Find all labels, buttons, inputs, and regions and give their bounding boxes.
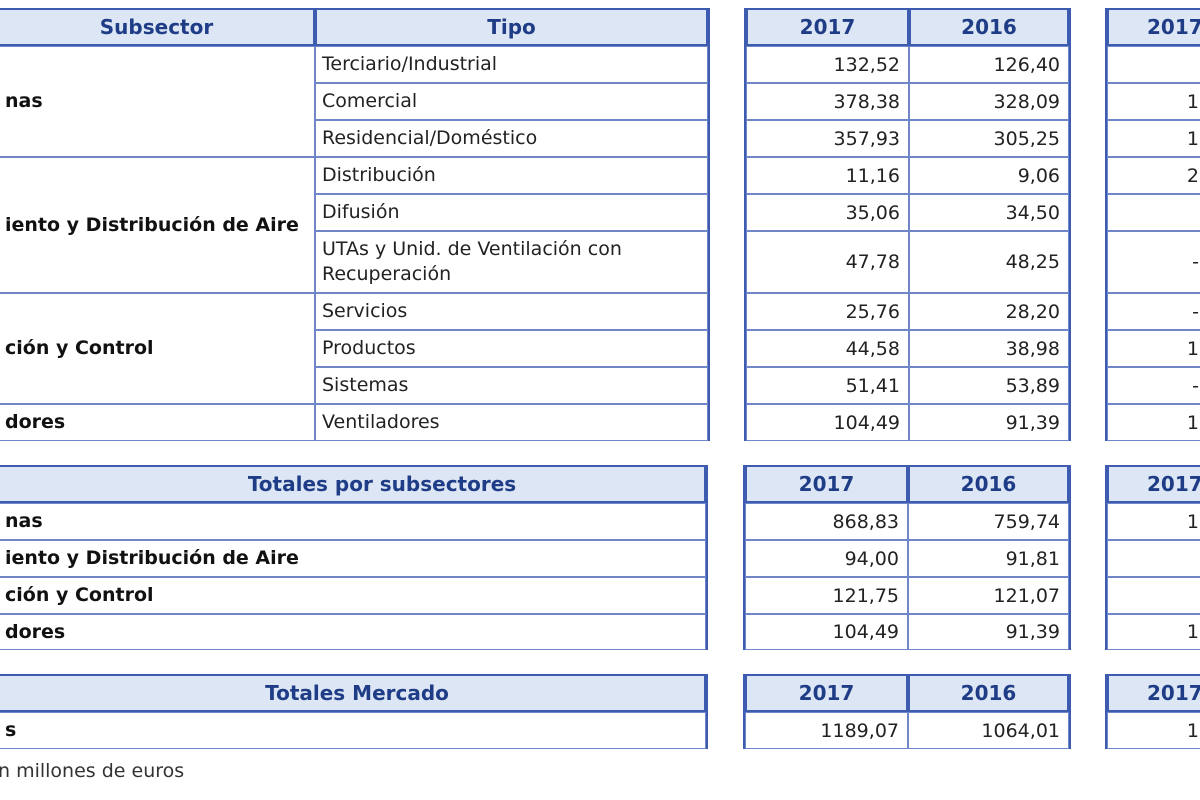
- tipo-cell: Comercial: [315, 83, 708, 120]
- value-2017: 1189,07: [745, 712, 908, 749]
- value-2017: 51,41: [746, 367, 909, 404]
- value-2016: 28,20: [909, 293, 1069, 330]
- value-ratio: 1: [1107, 120, 1200, 157]
- tipo-cell: UTAs y Unid. de Ventilación con Recupera…: [315, 231, 708, 293]
- subtotal-label: nas: [0, 503, 706, 540]
- value-ratio: 1: [1107, 503, 1200, 540]
- header-subsector: Subsector: [0, 8, 315, 46]
- column-spacer: [708, 8, 746, 441]
- header-2017: 2017: [745, 674, 908, 712]
- value-2016: 759,74: [908, 503, 1069, 540]
- subsector-label: dores: [0, 404, 315, 441]
- subsector-label: ción y Control: [0, 293, 315, 404]
- tipo-cell: Servicios: [315, 293, 708, 330]
- market-total-label: s: [0, 712, 706, 749]
- column-spacer: [1069, 465, 1107, 650]
- value-2016: 34,50: [909, 194, 1069, 231]
- value-2016: 328,09: [909, 83, 1069, 120]
- value-2017: 104,49: [745, 614, 908, 650]
- header-2016: 2016: [908, 465, 1069, 503]
- value-2016: 1064,01: [908, 712, 1069, 749]
- value-2017: 121,75: [745, 577, 908, 614]
- value-2017: 94,00: [745, 540, 908, 577]
- value-2016: 91,39: [909, 404, 1069, 441]
- value-ratio: [1107, 540, 1200, 577]
- header-2016: 2016: [909, 8, 1069, 46]
- value-2017: 11,16: [746, 157, 909, 194]
- value-2016: 48,25: [909, 231, 1069, 293]
- tipo-cell: Terciario/Industrial: [315, 46, 708, 83]
- value-ratio: 1: [1107, 614, 1200, 650]
- header-2016: 2016: [908, 674, 1069, 712]
- header-ratio: 2017/: [1107, 465, 1200, 503]
- tipo-cell: Difusión: [315, 194, 708, 231]
- header-tipo: Tipo: [315, 8, 708, 46]
- value-ratio: [1107, 194, 1200, 231]
- tipo-cell: Productos: [315, 330, 708, 367]
- value-ratio: 1: [1107, 330, 1200, 367]
- value-2016: 305,25: [909, 120, 1069, 157]
- value-ratio: -: [1107, 367, 1200, 404]
- subtotal-label: dores: [0, 614, 706, 650]
- value-ratio: 1: [1107, 83, 1200, 120]
- tipo-cell: Sistemas: [315, 367, 708, 404]
- column-spacer: [1069, 674, 1107, 749]
- value-ratio: -: [1107, 293, 1200, 330]
- value-2017: 25,76: [746, 293, 909, 330]
- value-2016: 53,89: [909, 367, 1069, 404]
- column-spacer: [706, 674, 745, 749]
- tipo-cell: Residencial/Doméstico: [315, 120, 708, 157]
- value-ratio: [1107, 577, 1200, 614]
- value-2016: 121,07: [908, 577, 1069, 614]
- units-note: n millones de euros: [0, 760, 185, 782]
- value-2017: 378,38: [746, 83, 909, 120]
- value-ratio: 1: [1107, 404, 1200, 441]
- subsector-label: nas: [0, 46, 315, 157]
- value-2016: 38,98: [909, 330, 1069, 367]
- value-2017: 868,83: [745, 503, 908, 540]
- tipo-cell: Distribución: [315, 157, 708, 194]
- tipo-cell: Ventiladores: [315, 404, 708, 441]
- subtotal-label: ción y Control: [0, 577, 706, 614]
- header-2017: 2017: [746, 8, 909, 46]
- header-totales-mercado: Totales Mercado: [0, 674, 706, 712]
- value-2017: 35,06: [746, 194, 909, 231]
- value-2017: 44,58: [746, 330, 909, 367]
- value-2016: 126,40: [909, 46, 1069, 83]
- value-ratio: 2: [1107, 157, 1200, 194]
- subsector-label: iento y Distribución de Aire: [0, 157, 315, 293]
- header-ratio: 2017/: [1107, 8, 1200, 46]
- value-2016: 9,06: [909, 157, 1069, 194]
- value-ratio: [1107, 46, 1200, 83]
- subtotal-label: iento y Distribución de Aire: [0, 540, 706, 577]
- header-totales-subsectores: Totales por subsectores: [0, 465, 706, 503]
- value-ratio: -: [1107, 231, 1200, 293]
- value-2016: 91,39: [908, 614, 1069, 650]
- value-2016: 91,81: [908, 540, 1069, 577]
- header-2017: 2017: [745, 465, 908, 503]
- value-2017: 132,52: [746, 46, 909, 83]
- value-2017: 357,93: [746, 120, 909, 157]
- column-spacer: [1069, 8, 1107, 441]
- column-spacer: [706, 465, 745, 650]
- value-2017: 104,49: [746, 404, 909, 441]
- value-ratio: 1: [1107, 712, 1200, 749]
- value-2017: 47,78: [746, 231, 909, 293]
- header-ratio: 2017/: [1107, 674, 1200, 712]
